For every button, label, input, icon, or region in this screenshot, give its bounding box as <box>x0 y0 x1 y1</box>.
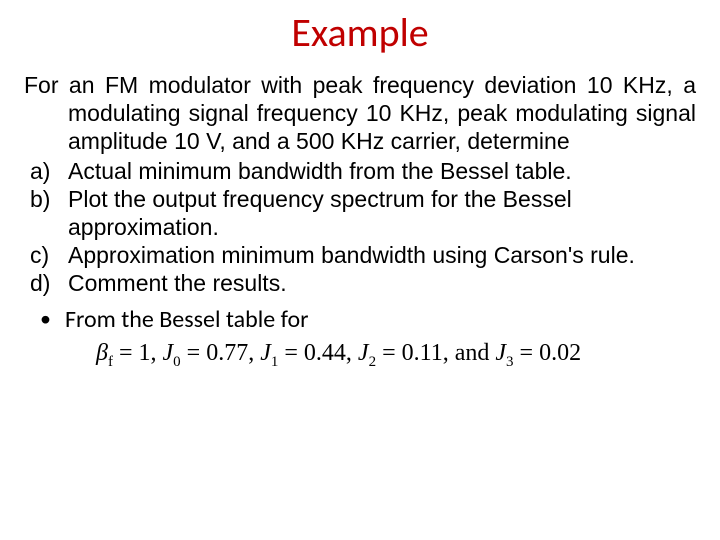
j0-subscript: 0 <box>173 354 181 370</box>
j0-symbol: J <box>163 340 174 366</box>
j2-value: = 0.11, <box>376 340 455 366</box>
and-text: and <box>455 340 496 366</box>
list-marker: a) <box>24 157 68 185</box>
j2-subscript: 2 <box>369 354 377 370</box>
bessel-formula: βf = 1, J0 = 0.77, J1 = 0.44, J2 = 0.11,… <box>24 340 696 371</box>
j0-value: = 0.77, <box>181 340 261 366</box>
beta-symbol: β <box>96 340 108 366</box>
list-text: Comment the results. <box>68 269 696 297</box>
list-text: Plot the output frequency spectrum for t… <box>68 185 696 241</box>
j3-value: = 0.02 <box>514 340 582 366</box>
problem-statement-text: For an FM modulator with peak frequency … <box>24 71 696 155</box>
j1-value: = 0.44, <box>278 340 358 366</box>
bullet-text: From the Bessel table for <box>65 305 309 334</box>
solution-bullet: • From the Bessel table for <box>24 305 696 334</box>
j3-symbol: J <box>495 340 506 366</box>
list-text: Approximation minimum bandwidth using Ca… <box>68 241 696 269</box>
list-text: Actual minimum bandwidth from the Bessel… <box>68 157 696 185</box>
question-list: a) Actual minimum bandwidth from the Bes… <box>24 157 696 297</box>
j3-subscript: 3 <box>506 354 514 370</box>
list-item-c: c) Approximation minimum bandwidth using… <box>24 241 696 269</box>
slide-title: Example <box>24 8 696 57</box>
list-item-a: a) Actual minimum bandwidth from the Bes… <box>24 157 696 185</box>
list-item-d: d) Comment the results. <box>24 269 696 297</box>
j2-symbol: J <box>358 340 369 366</box>
list-item-b: b) Plot the output frequency spectrum fo… <box>24 185 696 241</box>
list-marker: c) <box>24 241 68 269</box>
list-marker: b) <box>24 185 68 241</box>
bullet-icon: • <box>24 305 65 332</box>
eq-text: = 1, <box>113 340 163 366</box>
j1-symbol: J <box>260 340 271 366</box>
problem-statement: For an FM modulator with peak frequency … <box>24 71 696 155</box>
list-marker: d) <box>24 269 68 297</box>
